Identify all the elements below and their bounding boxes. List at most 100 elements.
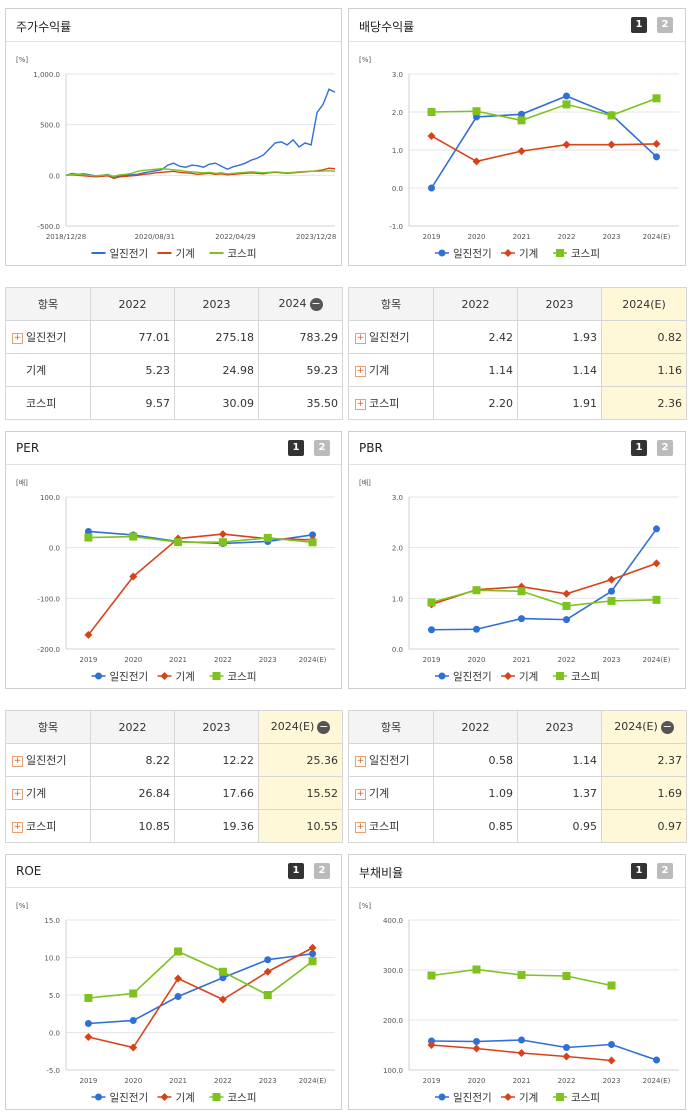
data-point — [517, 147, 526, 156]
data-point — [652, 94, 661, 103]
data-point — [517, 971, 526, 979]
view-2-button[interactable]: 2 — [314, 440, 330, 456]
header-2022: 2022 — [433, 287, 518, 321]
y-tick-label: 1,000.0 — [33, 71, 60, 79]
data-point — [504, 249, 512, 257]
expand-icon[interactable]: + — [355, 821, 366, 833]
data-point — [607, 1056, 616, 1065]
view-1-button[interactable]: 1 — [631, 863, 647, 879]
cell: 783.29 — [258, 320, 343, 354]
panel-title: 부채비율 — [359, 866, 404, 880]
data-point — [652, 139, 661, 148]
data-point — [129, 989, 138, 998]
data-point — [608, 587, 615, 595]
cell: 17.66 — [174, 776, 259, 810]
expand-icon[interactable]: + — [12, 788, 23, 800]
cell: 35.50 — [258, 386, 343, 420]
view-1-button[interactable]: 1 — [288, 440, 304, 456]
data-point — [160, 672, 169, 680]
cell: 30.09 — [174, 386, 259, 420]
expand-icon[interactable]: + — [12, 332, 23, 344]
cell: 15.52 — [258, 776, 343, 810]
data-point — [129, 572, 138, 581]
data-point — [84, 1033, 93, 1041]
data-point — [504, 672, 512, 680]
y-tick-label: 2.0 — [392, 109, 403, 117]
expand-icon[interactable]: + — [355, 398, 366, 410]
expand-icon[interactable]: + — [12, 755, 23, 767]
data-point — [607, 140, 616, 149]
header-2022: 2022 — [433, 710, 518, 744]
view-2-button[interactable]: 2 — [314, 863, 330, 879]
view-1-button[interactable]: 1 — [288, 863, 304, 879]
x-tick-label: 2019 — [423, 1077, 441, 1085]
y-tick-label: 10.0 — [44, 955, 60, 963]
x-tick-label: 2024(E) — [643, 656, 671, 664]
legend-label: 코스피 — [228, 1092, 257, 1104]
unit-label: [%] — [359, 56, 371, 64]
view-2-button[interactable]: 2 — [657, 440, 673, 456]
data-point — [263, 967, 272, 976]
data-point — [428, 184, 435, 192]
row-label: 일진전기 — [26, 331, 67, 344]
row-label: 기계 — [5, 353, 91, 387]
cell: 2.37 — [601, 743, 687, 777]
cell: 1.14 — [517, 743, 602, 777]
cell: 25.36 — [258, 743, 343, 777]
row-label: 코스피 — [369, 820, 400, 833]
panel-header: 주가수익률 — [6, 9, 341, 42]
series-line — [88, 947, 313, 1049]
table-row: + 코스피 10.85 19.36 10.55 — [5, 809, 343, 843]
data-point — [309, 531, 317, 539]
header-item: 항목 — [5, 287, 91, 321]
data-point — [218, 538, 227, 547]
series-line — [65, 167, 336, 180]
collapse-icon[interactable]: − — [660, 719, 674, 734]
legend-label: 코스피 — [571, 1092, 600, 1104]
cell: 0.97 — [601, 809, 687, 843]
table-row: + 코스피 0.85 0.95 0.97 — [348, 809, 687, 843]
expand-icon[interactable]: + — [12, 821, 23, 833]
data-point — [562, 601, 571, 610]
data-point — [517, 116, 526, 125]
expand-icon[interactable]: + — [355, 755, 366, 767]
data-point — [652, 595, 661, 604]
data-point — [264, 956, 272, 964]
header-2024e: 2024(E) — [601, 287, 687, 321]
table-row: 기계 5.23 24.98 59.23 — [5, 353, 343, 387]
view-2-button[interactable]: 2 — [657, 863, 673, 879]
data-point — [309, 950, 317, 958]
collapse-icon[interactable]: − — [309, 296, 323, 311]
legend-label: 기계 — [519, 671, 538, 683]
expand-icon[interactable]: + — [355, 365, 366, 377]
data-point — [174, 947, 183, 956]
x-tick-label: 2023 — [603, 233, 621, 241]
x-tick-label: 2023 — [259, 1077, 277, 1085]
legend-label: 코스피 — [228, 248, 257, 260]
series-line — [431, 135, 657, 163]
header-2022: 2022 — [90, 710, 175, 744]
expand-icon[interactable]: + — [355, 332, 366, 344]
x-tick-label: 2022/04/29 — [215, 233, 255, 241]
view-1-button[interactable]: 1 — [631, 17, 647, 33]
cell: 2.42 — [433, 320, 518, 354]
view-2-button[interactable]: 2 — [657, 17, 673, 33]
cell: 9.57 — [90, 386, 175, 420]
expand-icon[interactable]: + — [355, 788, 366, 800]
cell: 1.16 — [601, 353, 687, 387]
data-point — [129, 532, 138, 541]
series-line — [88, 952, 313, 1025]
row-label: 기계 — [369, 364, 390, 377]
table-row: + 기계 26.84 17.66 15.52 — [5, 776, 343, 810]
series-line — [431, 1039, 657, 1061]
legend-label: 일진전기 — [453, 670, 492, 683]
data-point — [129, 1017, 137, 1024]
data-point — [562, 589, 571, 598]
view-1-button[interactable]: 1 — [631, 440, 647, 456]
table-row: + 일진전기 0.58 1.14 2.37 — [348, 743, 687, 777]
header-2022: 2022 — [90, 287, 175, 321]
data-point — [427, 1041, 436, 1049]
row-label: 일진전기 — [369, 331, 410, 344]
cell: 275.18 — [174, 320, 259, 354]
collapse-icon[interactable]: − — [317, 719, 331, 734]
